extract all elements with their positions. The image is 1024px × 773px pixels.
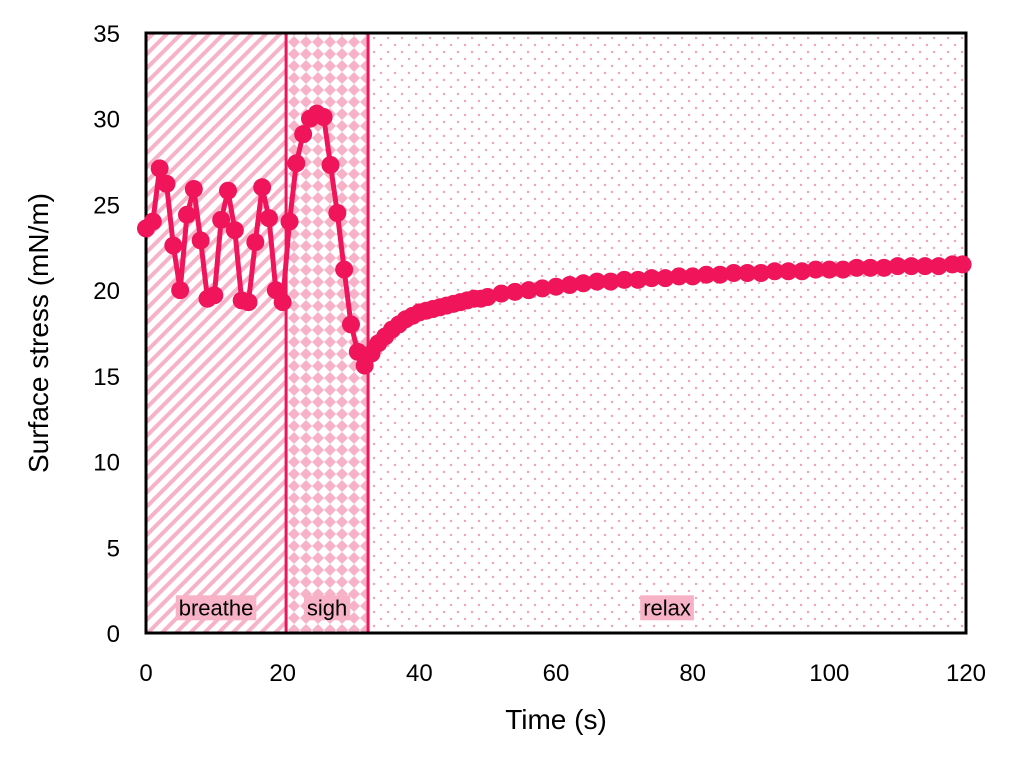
data-point bbox=[765, 262, 784, 281]
data-point bbox=[847, 258, 866, 277]
data-point bbox=[246, 233, 265, 252]
data-point bbox=[260, 209, 278, 228]
data-point bbox=[902, 257, 921, 276]
data-point bbox=[574, 274, 593, 293]
data-point bbox=[335, 260, 354, 279]
x-tick-label: 40 bbox=[406, 660, 433, 687]
data-point bbox=[506, 282, 524, 301]
phase-boundaries bbox=[284, 33, 370, 633]
data-point bbox=[287, 154, 306, 173]
data-point bbox=[875, 258, 893, 277]
region-label-bg-breathe bbox=[175, 595, 257, 621]
data-point bbox=[150, 159, 169, 178]
data-point bbox=[861, 258, 880, 277]
x-tick-label: 100 bbox=[809, 660, 849, 687]
y-tick-label: 15 bbox=[93, 364, 120, 391]
y-tick-label: 0 bbox=[107, 621, 120, 648]
data-point bbox=[834, 260, 852, 279]
data-point bbox=[533, 279, 552, 298]
data-point bbox=[157, 174, 176, 193]
x-tick-label: 0 bbox=[139, 660, 152, 687]
data-point bbox=[492, 284, 511, 303]
data-point bbox=[752, 264, 770, 282]
data-point bbox=[929, 257, 948, 276]
data-point bbox=[178, 205, 196, 224]
data-point bbox=[239, 293, 258, 312]
data-point bbox=[143, 212, 162, 231]
data-point bbox=[806, 260, 825, 279]
y-tick-label: 20 bbox=[93, 278, 120, 305]
y-tick-label: 10 bbox=[93, 450, 120, 477]
data-point bbox=[588, 272, 606, 291]
data-point bbox=[225, 221, 244, 240]
data-point bbox=[711, 265, 729, 284]
phase-regions bbox=[146, 33, 966, 633]
data-point bbox=[615, 270, 634, 289]
data-point bbox=[184, 180, 203, 198]
data-point bbox=[820, 260, 839, 279]
data-point bbox=[670, 267, 688, 286]
x-tick-label: 60 bbox=[543, 660, 570, 687]
data-point bbox=[219, 181, 237, 200]
series-points bbox=[137, 104, 972, 375]
data-point bbox=[164, 236, 183, 255]
plot-area-frame bbox=[144, 31, 968, 635]
y-tick-label: 25 bbox=[93, 192, 120, 219]
data-point bbox=[642, 269, 661, 288]
phase-labels: breathe sigh relax bbox=[175, 595, 694, 621]
x-tick-label: 20 bbox=[269, 660, 296, 687]
y-axis-title: Surface stress (mN/m) bbox=[23, 193, 54, 473]
region-label-relax: relax bbox=[643, 595, 691, 620]
x-axis-title: Time (s) bbox=[505, 704, 607, 735]
data-point bbox=[280, 212, 299, 231]
region-relax bbox=[368, 33, 966, 633]
data-point bbox=[738, 264, 757, 282]
data-point bbox=[191, 231, 210, 250]
y-tick-label: 30 bbox=[93, 107, 120, 134]
data-point bbox=[294, 125, 313, 144]
data-point bbox=[779, 262, 798, 281]
region-label-bg-relax bbox=[640, 595, 694, 621]
x-axis-ticks: 0 20 40 60 80 100 120 bbox=[139, 660, 986, 687]
data-point bbox=[348, 342, 367, 361]
data-point bbox=[888, 257, 907, 276]
data-point bbox=[629, 270, 647, 289]
data-point bbox=[697, 265, 716, 284]
data-point bbox=[916, 257, 934, 276]
region-label-breathe: breathe bbox=[179, 595, 254, 620]
data-point bbox=[601, 272, 620, 291]
data-point bbox=[321, 156, 340, 174]
data-point bbox=[342, 315, 360, 334]
data-point bbox=[212, 210, 231, 229]
x-tick-label: 80 bbox=[679, 660, 706, 687]
data-point bbox=[560, 276, 579, 294]
region-label-bg-sigh bbox=[303, 595, 351, 621]
y-axis-ticks: 0 5 10 15 20 25 30 35 bbox=[93, 21, 120, 648]
y-tick-label: 5 bbox=[107, 535, 120, 562]
x-tick-label: 120 bbox=[946, 660, 986, 687]
data-point bbox=[314, 108, 333, 126]
data-point bbox=[328, 204, 347, 222]
data-point bbox=[683, 267, 702, 286]
data-point bbox=[478, 288, 497, 306]
data-point bbox=[519, 281, 538, 300]
data-point bbox=[547, 277, 565, 296]
data-point bbox=[171, 281, 190, 300]
region-breathe bbox=[146, 33, 287, 633]
y-tick-label: 35 bbox=[93, 21, 120, 48]
data-point bbox=[793, 262, 811, 281]
data-point bbox=[273, 293, 292, 312]
data-point bbox=[656, 269, 675, 288]
data-point bbox=[953, 255, 972, 274]
data-point bbox=[205, 286, 224, 305]
data-point bbox=[724, 264, 743, 282]
region-label-sigh: sigh bbox=[307, 595, 347, 620]
data-point bbox=[253, 178, 272, 197]
